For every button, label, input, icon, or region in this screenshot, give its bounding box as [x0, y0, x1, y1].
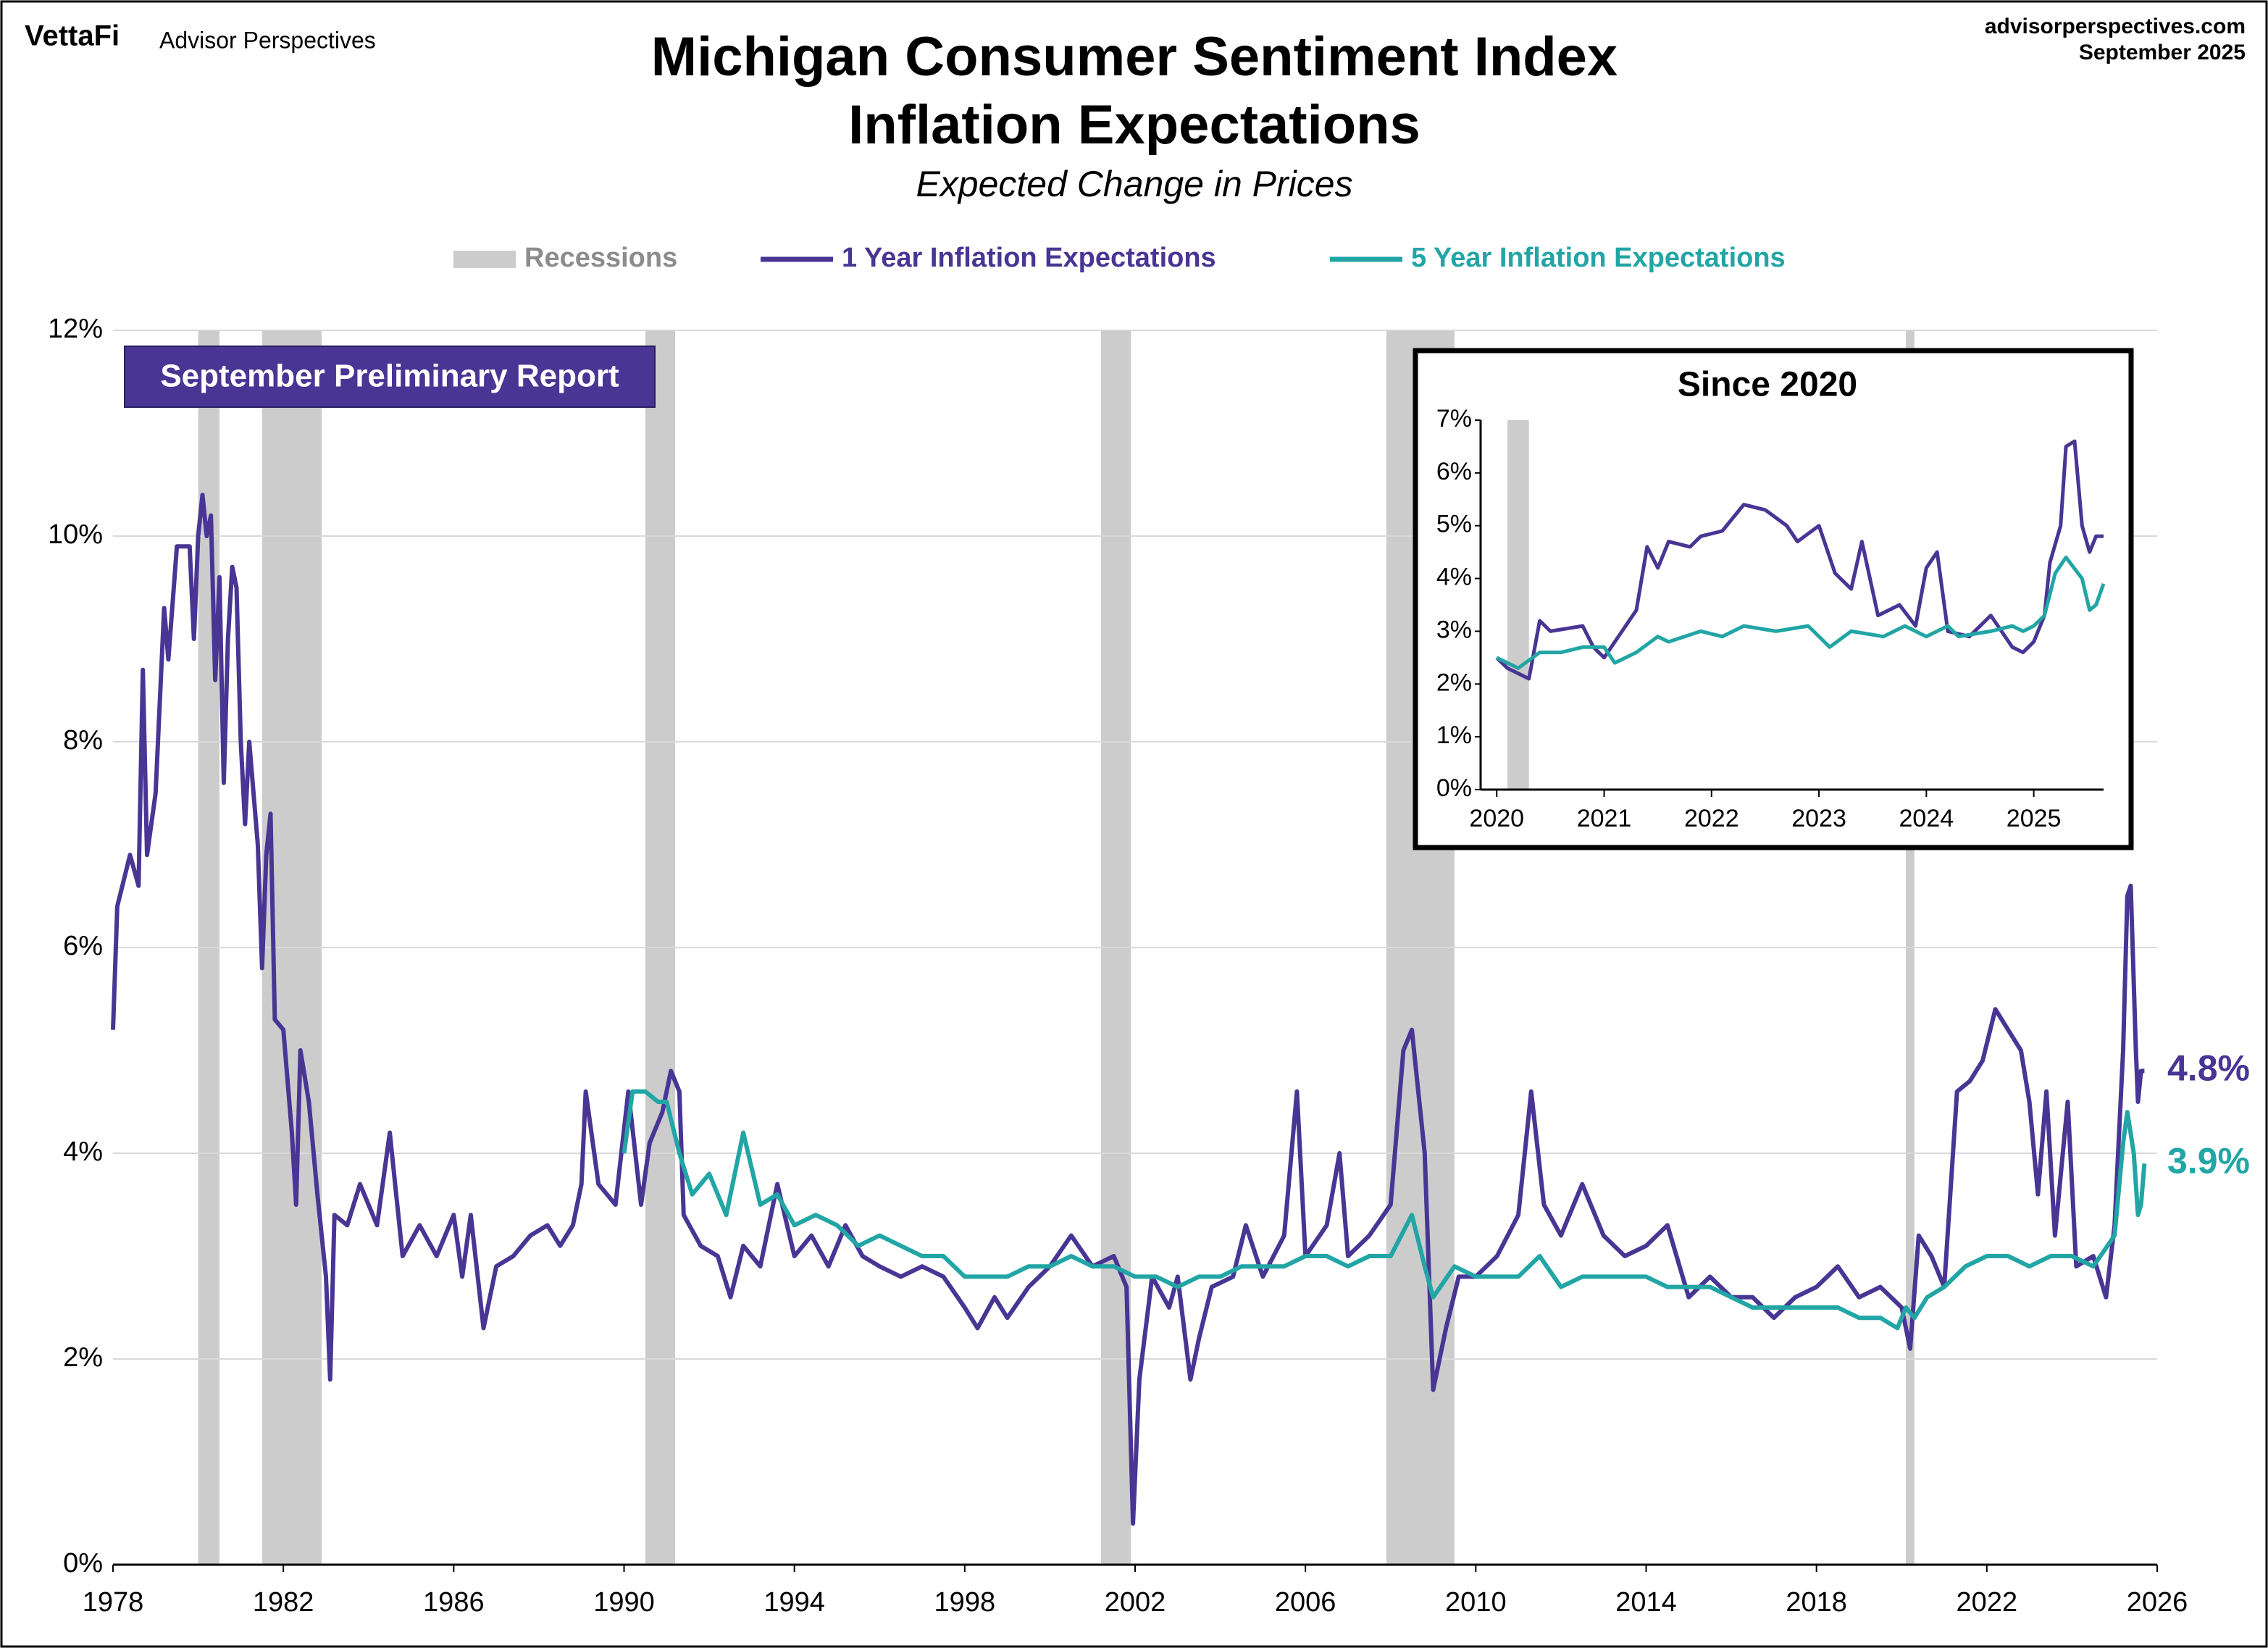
series-line	[111, 493, 2145, 1526]
end-label: 4.8%	[2167, 1048, 2250, 1089]
series-line	[1495, 439, 2104, 681]
x-tick-label: 2018	[1786, 1587, 1847, 1618]
y-tick-label: 5%	[1436, 511, 1472, 538]
x-tick-label: 2026	[2127, 1587, 2188, 1618]
website: advisorperspectives.com	[1985, 14, 2246, 38]
recession-band	[1507, 420, 1529, 790]
legend-label: 1 Year Inflation Expectations	[842, 243, 1216, 273]
chart-title: Inflation Expectations	[848, 94, 1420, 156]
series-line	[1496, 555, 2106, 670]
inset-frame	[1413, 348, 2134, 850]
legend-label: 5 Year Inflation Expectations	[1411, 243, 1786, 273]
x-tick-label: 1978	[83, 1587, 144, 1618]
x-tick-label: 2021	[1577, 805, 1632, 832]
inset-title: Since 2020	[1678, 366, 1857, 404]
x-tick-label: 2022	[1684, 805, 1739, 832]
chart-subtitle: Expected Change in Prices	[916, 164, 1352, 204]
y-tick-label: 4%	[63, 1137, 103, 1167]
x-tick-label: 2010	[1445, 1587, 1507, 1618]
y-tick-label: 10%	[48, 519, 103, 550]
x-tick-label: 1990	[593, 1587, 655, 1618]
publisher: Advisor Perspectives	[159, 27, 376, 53]
date: September 2025	[2079, 41, 2246, 64]
y-tick-label: 3%	[1436, 616, 1472, 643]
y-tick-label: 0%	[1436, 774, 1472, 802]
y-tick-label: 6%	[63, 931, 103, 961]
x-tick-label: 1994	[763, 1587, 825, 1618]
x-tick-label: 2020	[1469, 805, 1524, 832]
brand: VettaFi	[25, 20, 120, 52]
legend-label: Recessions	[524, 243, 677, 273]
series-line	[622, 1089, 2147, 1331]
x-tick-label: 2002	[1105, 1587, 1166, 1618]
x-tick-label: 2023	[1791, 805, 1846, 832]
x-tick-label: 2014	[1615, 1587, 1677, 1618]
y-tick-label: 0%	[63, 1548, 103, 1578]
x-tick-label: 2006	[1275, 1587, 1336, 1618]
y-tick-label: 2%	[1436, 669, 1472, 696]
y-tick-label: 4%	[1436, 564, 1472, 591]
x-tick-label: 1982	[253, 1587, 314, 1618]
x-tick-label: 2024	[1899, 805, 1954, 832]
y-tick-label: 8%	[63, 725, 103, 756]
main-chart: 0% 2% 4% 6% 8% 10% 12% 1978 1982 1986 1990 1994 1998…	[48, 314, 2250, 1618]
x-tick-label: 1986	[423, 1587, 485, 1618]
y-tick-label: 12%	[48, 314, 103, 344]
chart-title: Michigan Consumer Sentiment Index	[651, 26, 1618, 88]
annotation-box	[124, 346, 656, 408]
x-tick-label: 1998	[934, 1587, 996, 1618]
y-tick-label: 2%	[63, 1342, 103, 1373]
inset-chart: Since 2020 0% 1% 2% 3% 4% 5% 6% 7% 2020 2021 2022 20…	[1413, 348, 2134, 850]
y-tick-label: 1%	[1436, 721, 1472, 749]
end-label: 3.9%	[2167, 1140, 2250, 1181]
legend: Recessions 1 Year Inflation Expectations 5…	[453, 243, 1786, 273]
x-tick-label: 2022	[1957, 1587, 2018, 1618]
annotation: September Preliminary Report	[160, 359, 619, 394]
y-tick-label: 6%	[1436, 458, 1472, 485]
x-tick-label: 2025	[2007, 805, 2062, 832]
legend-swatch	[453, 251, 516, 268]
y-tick-label: 7%	[1436, 405, 1472, 432]
